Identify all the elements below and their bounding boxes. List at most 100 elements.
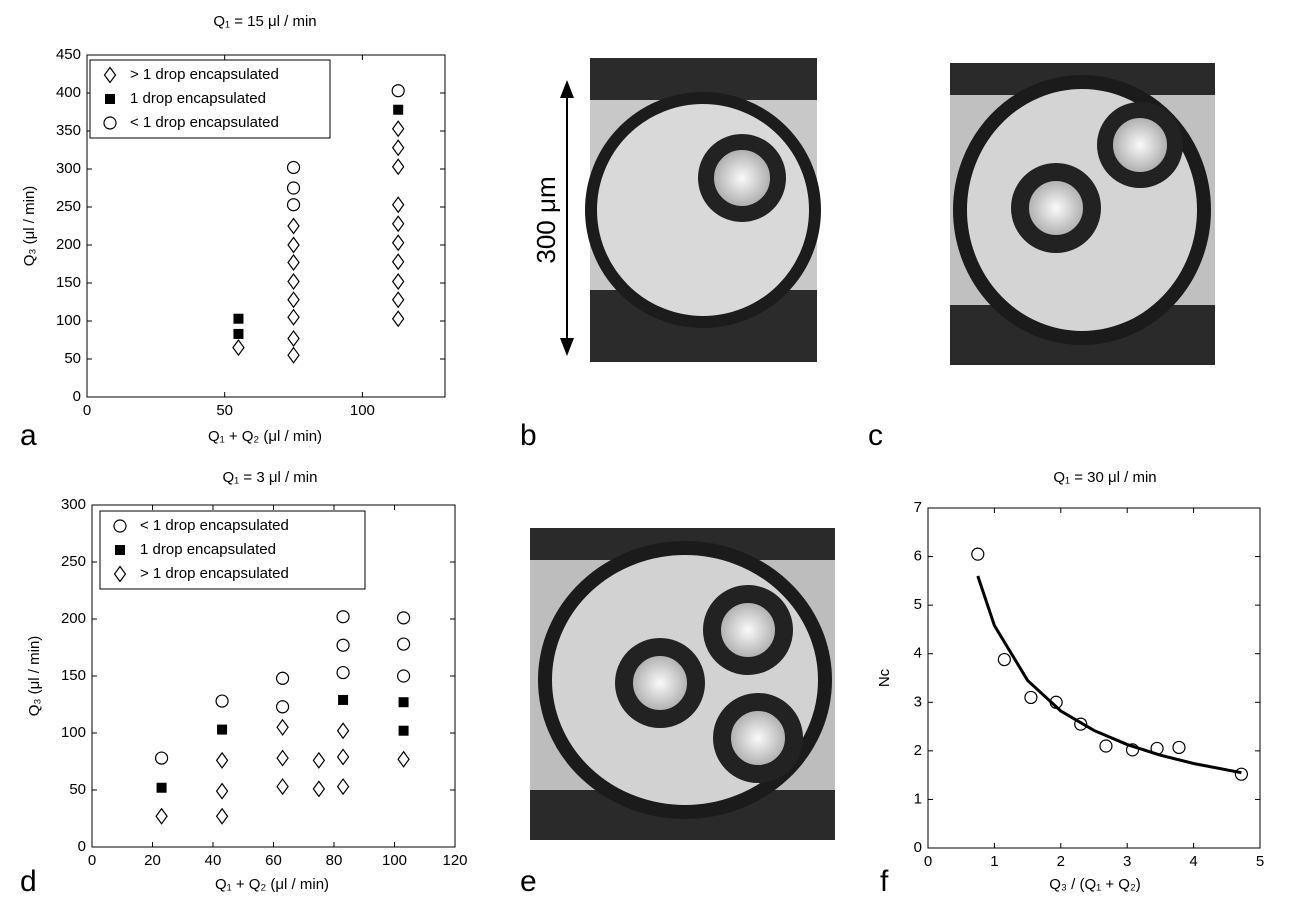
x-tick-label: 100 <box>382 852 407 869</box>
marker-diamond <box>391 253 405 271</box>
marker-square <box>233 313 244 324</box>
x-tick-label: 4 <box>1189 853 1197 870</box>
y-tick-label: 100 <box>56 312 81 329</box>
marker-circle <box>286 160 301 175</box>
chart-title: Q₁ = 30 μl / min <box>1053 469 1156 486</box>
panel-letter: c <box>868 419 883 452</box>
marker-circle <box>286 198 301 212</box>
marker-diamond <box>287 253 300 271</box>
marker-diamond <box>391 215 405 233</box>
marker-circle <box>1074 717 1088 731</box>
legend-label: 1 drop encapsulated <box>140 541 276 558</box>
y-tick-label: 300 <box>56 160 81 177</box>
legend-label: < 1 drop encapsulated <box>140 517 289 534</box>
marker-circle <box>286 181 301 195</box>
marker-circle <box>1125 743 1140 757</box>
marker-diamond <box>391 234 405 252</box>
legend-box <box>89 59 331 139</box>
legend-label: < 1 drop encapsulated <box>130 114 279 131</box>
x-tick-label: 80 <box>326 852 343 869</box>
plot-frame <box>927 507 1261 849</box>
marker-diamond <box>155 807 168 825</box>
y-tick-label: 50 <box>69 781 86 798</box>
y-tick-label: 400 <box>56 84 81 101</box>
x-tick-label: 50 <box>216 402 233 419</box>
marker-square <box>398 697 409 708</box>
y-tick-label: 0 <box>73 388 81 405</box>
fit-line <box>976 575 1242 775</box>
x-tick-label: 100 <box>350 402 375 419</box>
marker-circle <box>396 637 411 651</box>
marker-diamond <box>287 329 300 347</box>
marker-diamond <box>215 751 229 769</box>
y-axis-label: Q₃ (μl / min) <box>21 186 38 267</box>
x-tick-label: 0 <box>924 853 932 870</box>
marker-diamond <box>391 272 405 290</box>
x-axis-label: Q₃ / (Q₁ + Q₂) <box>1049 876 1141 893</box>
marker-diamond <box>391 139 405 157</box>
y-axis-label: Q₃ (μl / min) <box>26 636 43 717</box>
marker-diamond <box>215 807 229 825</box>
marker-circle <box>113 519 127 533</box>
marker-diamond <box>287 346 300 364</box>
marker-circle <box>396 669 411 683</box>
y-tick-label: 3 <box>914 693 922 710</box>
y-tick-label: 150 <box>56 274 81 291</box>
x-tick-label: 1 <box>990 853 998 870</box>
x-tick-label: 2 <box>1057 853 1065 870</box>
marker-diamond <box>215 782 229 800</box>
marker-diamond <box>276 749 289 767</box>
marker-square <box>156 782 167 793</box>
marker-circle <box>997 652 1011 667</box>
y-tick-label: 100 <box>61 724 86 741</box>
image-b: 300 μm b <box>520 58 821 452</box>
marker-circle <box>336 638 350 652</box>
marker-square <box>233 328 244 339</box>
y-tick-label: 5 <box>914 596 922 613</box>
legend-label: 1 drop encapsulated <box>130 90 266 107</box>
image-c: c <box>868 63 1215 452</box>
marker-diamond <box>287 217 300 235</box>
panel-letter: f <box>880 865 889 898</box>
marker-square <box>398 725 409 736</box>
y-tick-label: 150 <box>61 667 86 684</box>
panel-letter: d <box>20 865 37 898</box>
panel-letter: b <box>520 419 537 452</box>
marker-circle <box>154 751 169 765</box>
marker-diamond <box>391 291 405 309</box>
x-tick-label: 60 <box>265 852 282 869</box>
x-axis-label: Q₁ + Q₂ (μl / min) <box>215 876 329 893</box>
y-tick-label: 4 <box>914 645 922 662</box>
marker-diamond <box>391 196 405 214</box>
y-tick-label: 300 <box>61 496 86 513</box>
marker-diamond <box>287 272 300 290</box>
y-tick-label: 0 <box>914 839 922 856</box>
marker-square <box>115 545 125 555</box>
marker-circle <box>336 665 350 680</box>
marker-circle <box>971 547 985 561</box>
x-axis-label: Q₁ + Q₂ (μl / min) <box>208 428 322 445</box>
y-tick-label: 350 <box>56 122 81 139</box>
panel-letter: a <box>20 419 37 452</box>
image-e: e <box>520 528 835 898</box>
marker-diamond <box>287 236 300 254</box>
plot-frame <box>86 54 446 398</box>
marker-circle <box>1099 739 1113 753</box>
marker-diamond <box>287 308 300 326</box>
x-tick-label: 5 <box>1256 853 1264 870</box>
marker-circle <box>336 610 350 624</box>
marker-square <box>338 694 349 705</box>
marker-diamond <box>113 565 127 583</box>
legend-label: > 1 drop encapsulated <box>140 565 289 582</box>
marker-diamond <box>336 722 350 740</box>
marker-circle <box>1172 740 1186 755</box>
marker-diamond <box>391 120 405 138</box>
marker-diamond <box>287 291 300 309</box>
marker-diamond <box>336 748 350 766</box>
marker-circle <box>103 116 117 130</box>
marker-circle <box>1024 690 1038 705</box>
marker-diamond <box>391 310 405 328</box>
chart-title: Q₁ = 15 μl / min <box>213 13 316 30</box>
x-tick-label: 0 <box>83 402 91 419</box>
